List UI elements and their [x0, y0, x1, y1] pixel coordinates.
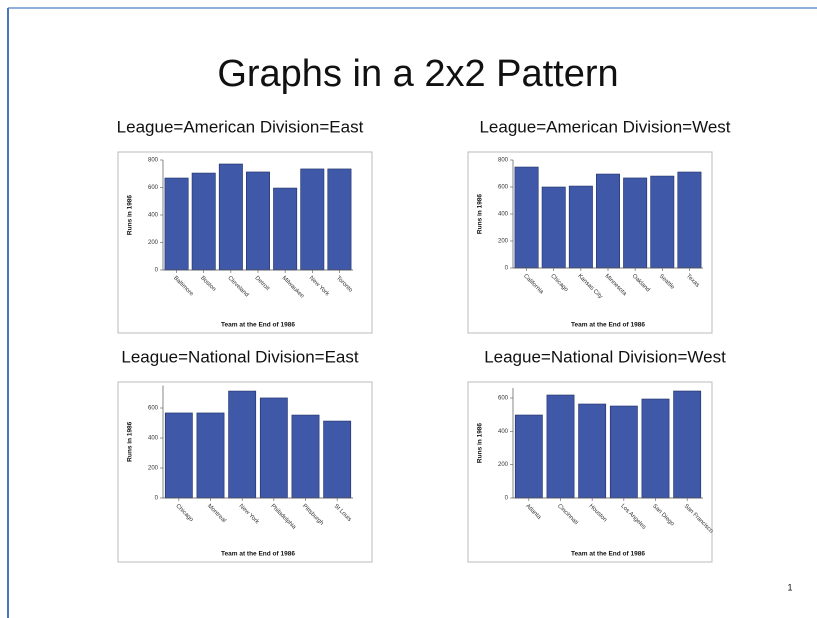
x-axis-label: Team at the End of 1986 [221, 551, 295, 558]
y-tick-label: 200 [148, 466, 159, 472]
bar [514, 414, 543, 499]
bar [609, 405, 638, 499]
page-title: Graphs in a 2x2 Pattern [217, 53, 618, 95]
y-tick-label: 200 [498, 239, 509, 245]
x-tick-label: Philadelphia [269, 503, 297, 531]
bar [323, 420, 352, 499]
bar [327, 168, 352, 271]
x-axis-label: Team at the End of 1986 [571, 322, 645, 329]
bar [196, 412, 225, 499]
y-axis-label: Runs in 1986 [127, 195, 134, 235]
bar [568, 185, 593, 269]
bar [623, 177, 648, 269]
x-tick-label: San Francisco [683, 503, 715, 535]
bar [259, 397, 288, 499]
y-tick-label: 800 [498, 158, 509, 164]
bar [546, 394, 575, 499]
y-tick-label: 600 [498, 185, 509, 191]
x-tick-label: Cleveland [226, 275, 249, 298]
x-tick-label: Texas [685, 273, 700, 288]
y-tick-label: 0 [155, 268, 159, 274]
x-tick-label: Atlanta [524, 503, 542, 521]
bar [650, 175, 675, 269]
chart-heading: League=National Division=East [121, 347, 358, 366]
x-tick-label: Baltimore [172, 275, 195, 298]
bar [578, 403, 607, 499]
bar [677, 171, 702, 269]
x-tick-label: Pittsburgh [301, 503, 324, 526]
x-tick-label: New York [238, 503, 261, 526]
x-tick-label: Milwaukee [281, 275, 306, 300]
y-tick-label: 400 [498, 429, 509, 435]
bar [191, 172, 216, 271]
bar [291, 414, 320, 499]
x-tick-label: New York [308, 275, 331, 298]
x-axis-label: Team at the End of 1986 [221, 322, 295, 329]
chart-heading: League=American Division=East [117, 117, 364, 136]
chart-heading: League=National Division=West [484, 347, 726, 366]
x-tick-label: California [522, 273, 545, 296]
y-tick-label: 400 [148, 213, 159, 219]
bar [514, 166, 539, 269]
y-tick-label: 600 [148, 406, 159, 412]
x-tick-label: St Louis [333, 503, 353, 523]
y-tick-label: 400 [498, 212, 509, 218]
bar [541, 186, 566, 269]
page-number: 1 [787, 582, 792, 592]
x-tick-label: Seattle [658, 273, 676, 291]
bar [300, 168, 325, 271]
y-tick-label: 200 [148, 240, 159, 246]
y-tick-label: 600 [498, 396, 509, 402]
bar [164, 177, 189, 271]
chart-frame [117, 381, 373, 563]
bar [273, 187, 298, 271]
bar [228, 390, 257, 499]
y-axis-label: Runs in 1986 [477, 194, 484, 234]
chart-heading: League=American Division=West [479, 117, 730, 136]
x-tick-label: Minnesota [603, 273, 627, 297]
x-tick-label: Cincinnati [556, 503, 579, 526]
x-tick-label: Chicago [174, 503, 194, 523]
y-tick-label: 600 [148, 185, 159, 191]
x-tick-label: Oakland [631, 273, 651, 293]
x-tick-label: Chicago [549, 273, 569, 293]
x-tick-label: Montreal [206, 503, 227, 524]
bar [246, 171, 270, 271]
x-tick-label: San Diego [651, 503, 676, 528]
y-tick-label: 0 [155, 496, 159, 502]
x-tick-label: Los Angeles [619, 503, 646, 530]
y-tick-label: 200 [498, 462, 509, 468]
bar [641, 398, 670, 499]
bar [673, 390, 702, 499]
y-axis-label: Runs in 1986 [127, 421, 134, 461]
x-tick-label: Toronto [335, 275, 354, 294]
chart-frame [117, 151, 373, 334]
y-tick-label: 0 [505, 266, 509, 272]
bar [596, 173, 620, 269]
x-tick-label: Kansas City [576, 273, 603, 300]
x-tick-label: Boston [199, 275, 216, 292]
x-tick-label: Detroit [253, 275, 270, 292]
y-tick-label: 0 [505, 496, 509, 502]
y-axis-label: Runs in 1986 [477, 423, 484, 463]
x-axis-label: Team at the End of 1986 [571, 551, 645, 558]
bar [218, 163, 243, 271]
y-tick-label: 800 [148, 158, 159, 164]
bar [164, 412, 193, 499]
y-tick-label: 400 [148, 436, 159, 442]
x-tick-label: Houston [588, 503, 608, 523]
chart-frame [467, 151, 713, 334]
chart-frame [467, 381, 713, 563]
